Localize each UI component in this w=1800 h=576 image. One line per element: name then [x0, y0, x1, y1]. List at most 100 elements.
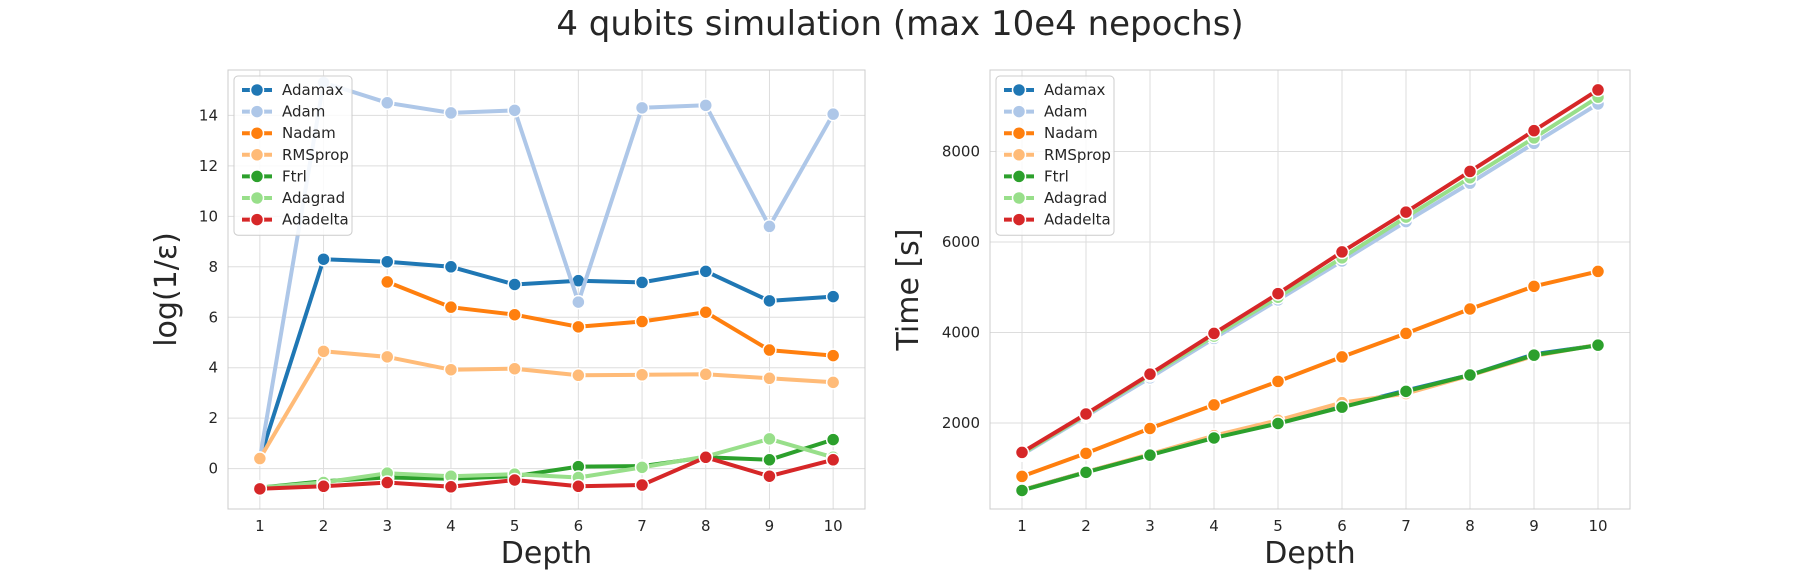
- data-point-rmsprop: [698, 367, 713, 382]
- x-tick-label: 7: [1401, 517, 1411, 535]
- x-tick-label: 5: [1273, 517, 1283, 535]
- series-line-nadam: [1020, 269, 1600, 479]
- x-tick-label: 8: [1465, 517, 1475, 535]
- data-point-nadam: [507, 307, 522, 322]
- legend-label-rmsprop: RMSprop: [1044, 146, 1111, 164]
- series-line-adadelta: [257, 455, 836, 491]
- legend-marker-adamax: [1011, 82, 1027, 98]
- x-tick-label: 4: [1209, 517, 1219, 535]
- y-tick-label: 14: [199, 106, 218, 124]
- legend-marker-adagrad: [249, 190, 265, 206]
- data-point-nadam: [380, 274, 395, 290]
- legend-marker-adadelta: [249, 212, 265, 227]
- data-point-ftrl: [1270, 416, 1286, 431]
- legend-marker-nadam: [1011, 125, 1027, 141]
- series-adadelta: [252, 450, 841, 497]
- data-point-adadelta: [380, 475, 395, 490]
- series-line-adagrad: [257, 436, 836, 490]
- data-point-ftrl: [762, 452, 777, 468]
- y-tick-label: 8000: [942, 142, 980, 160]
- legend-marker-rmsprop: [1011, 147, 1027, 163]
- series-nadam: [1014, 264, 1606, 484]
- data-point-adadelta: [443, 479, 459, 495]
- chart-panel-2: 1 2 3 4 5 6 7 8 9 10 2000 4000 6000 8000 Depth Time [s]…: [891, 69, 1631, 571]
- x-tick-label: 10: [1588, 517, 1607, 535]
- legend-marker-adam: [249, 104, 265, 119]
- data-point-ftrl: [1078, 465, 1094, 480]
- data-point-adadelta: [1462, 164, 1478, 179]
- x-tick-label: 2: [319, 517, 329, 535]
- x-tick-label: 6: [574, 517, 584, 535]
- data-point-adam: [380, 95, 395, 111]
- legend-label-adagrad: Adagrad: [1044, 189, 1107, 207]
- data-point-nadam: [1398, 326, 1414, 341]
- data-point-ftrl: [825, 432, 841, 447]
- series-line-adadelta: [1020, 87, 1600, 455]
- data-point-adadelta: [1142, 366, 1158, 382]
- data-point-nadam: [1206, 397, 1222, 413]
- series-line-adamax: [257, 257, 836, 461]
- data-point-rmsprop: [252, 451, 268, 466]
- chart-panel-1: 1 2 3 4 5 6 7 8 9 1002468101214Depthlog(1/ε)Adama…: [149, 69, 866, 571]
- data-point-adam: [634, 100, 650, 116]
- legend-marker-adamax: [249, 82, 265, 98]
- data-point-adadelta: [1334, 244, 1350, 260]
- data-point-adadelta: [1078, 406, 1094, 422]
- legend-label-adamax: Adamax: [1044, 81, 1106, 99]
- y-axis-label: Time [s]: [891, 229, 926, 352]
- data-point-rmsprop: [634, 367, 650, 383]
- axes-frame: [989, 69, 1631, 510]
- data-point-adadelta: [1590, 82, 1606, 98]
- data-point-ftrl: [1206, 430, 1222, 446]
- series-line-ftrl: [1020, 343, 1600, 493]
- legend-label-nadam: Nadam: [1044, 124, 1098, 142]
- legend-label-adadelta: Adadelta: [1044, 211, 1111, 229]
- data-point-adadelta: [698, 450, 713, 465]
- data-point-adam: [507, 103, 522, 118]
- legend-marker-adagrad: [1011, 190, 1027, 206]
- data-point-adam: [571, 294, 586, 310]
- data-point-adamax: [634, 275, 650, 290]
- series-adamax: [252, 251, 841, 466]
- data-point-adamax: [825, 289, 841, 304]
- y-tick-label: 2: [208, 409, 218, 427]
- data-point-ftrl: [1462, 367, 1478, 383]
- series-line-rmsprop: [257, 349, 836, 461]
- data-point-rmsprop: [825, 375, 841, 390]
- data-point-rmsprop: [380, 349, 395, 365]
- x-axis-label: Depth: [1264, 536, 1355, 571]
- legend-label-adam: Adam: [1044, 103, 1087, 121]
- data-point-rmsprop: [762, 371, 777, 386]
- axes-frame: [227, 69, 866, 510]
- data-point-nadam: [443, 299, 459, 315]
- data-point-rmsprop: [507, 361, 522, 376]
- data-point-nadam: [1142, 421, 1158, 436]
- legend-marker-ftrl: [249, 169, 265, 184]
- x-tick-label: 6: [1337, 517, 1347, 535]
- y-tick-label: 6: [208, 308, 218, 326]
- legend: Adamax Adam Nadam RMSprop Ftrl Adagrad Adadelt…: [233, 75, 353, 236]
- data-point-nadam: [1078, 446, 1094, 461]
- data-point-adadelta: [1270, 286, 1286, 301]
- x-tick-label: 4: [446, 517, 456, 535]
- x-axis-label: Depth: [501, 536, 592, 571]
- data-point-adadelta: [316, 479, 331, 494]
- data-point-adadelta: [1014, 445, 1030, 460]
- data-point-adadelta: [1398, 204, 1414, 220]
- series-ftrl: [1014, 337, 1606, 498]
- data-point-nadam: [698, 304, 713, 320]
- y-tick-label: 0: [208, 460, 218, 478]
- data-point-nadam: [571, 319, 586, 335]
- data-point-adadelta: [762, 468, 777, 484]
- data-point-ftrl: [1142, 447, 1158, 463]
- data-point-ftrl: [1014, 483, 1030, 498]
- data-point-adamax: [443, 259, 459, 275]
- series-rmsprop: [252, 344, 841, 466]
- data-point-rmsprop: [443, 362, 459, 377]
- x-tick-label: 5: [510, 517, 520, 535]
- data-point-adadelta: [634, 477, 650, 493]
- data-point-nadam: [1526, 279, 1542, 294]
- legend-label-ftrl: Ftrl: [1044, 167, 1069, 185]
- x-tick-label: 9: [1529, 517, 1539, 535]
- data-point-nadam: [1014, 469, 1030, 484]
